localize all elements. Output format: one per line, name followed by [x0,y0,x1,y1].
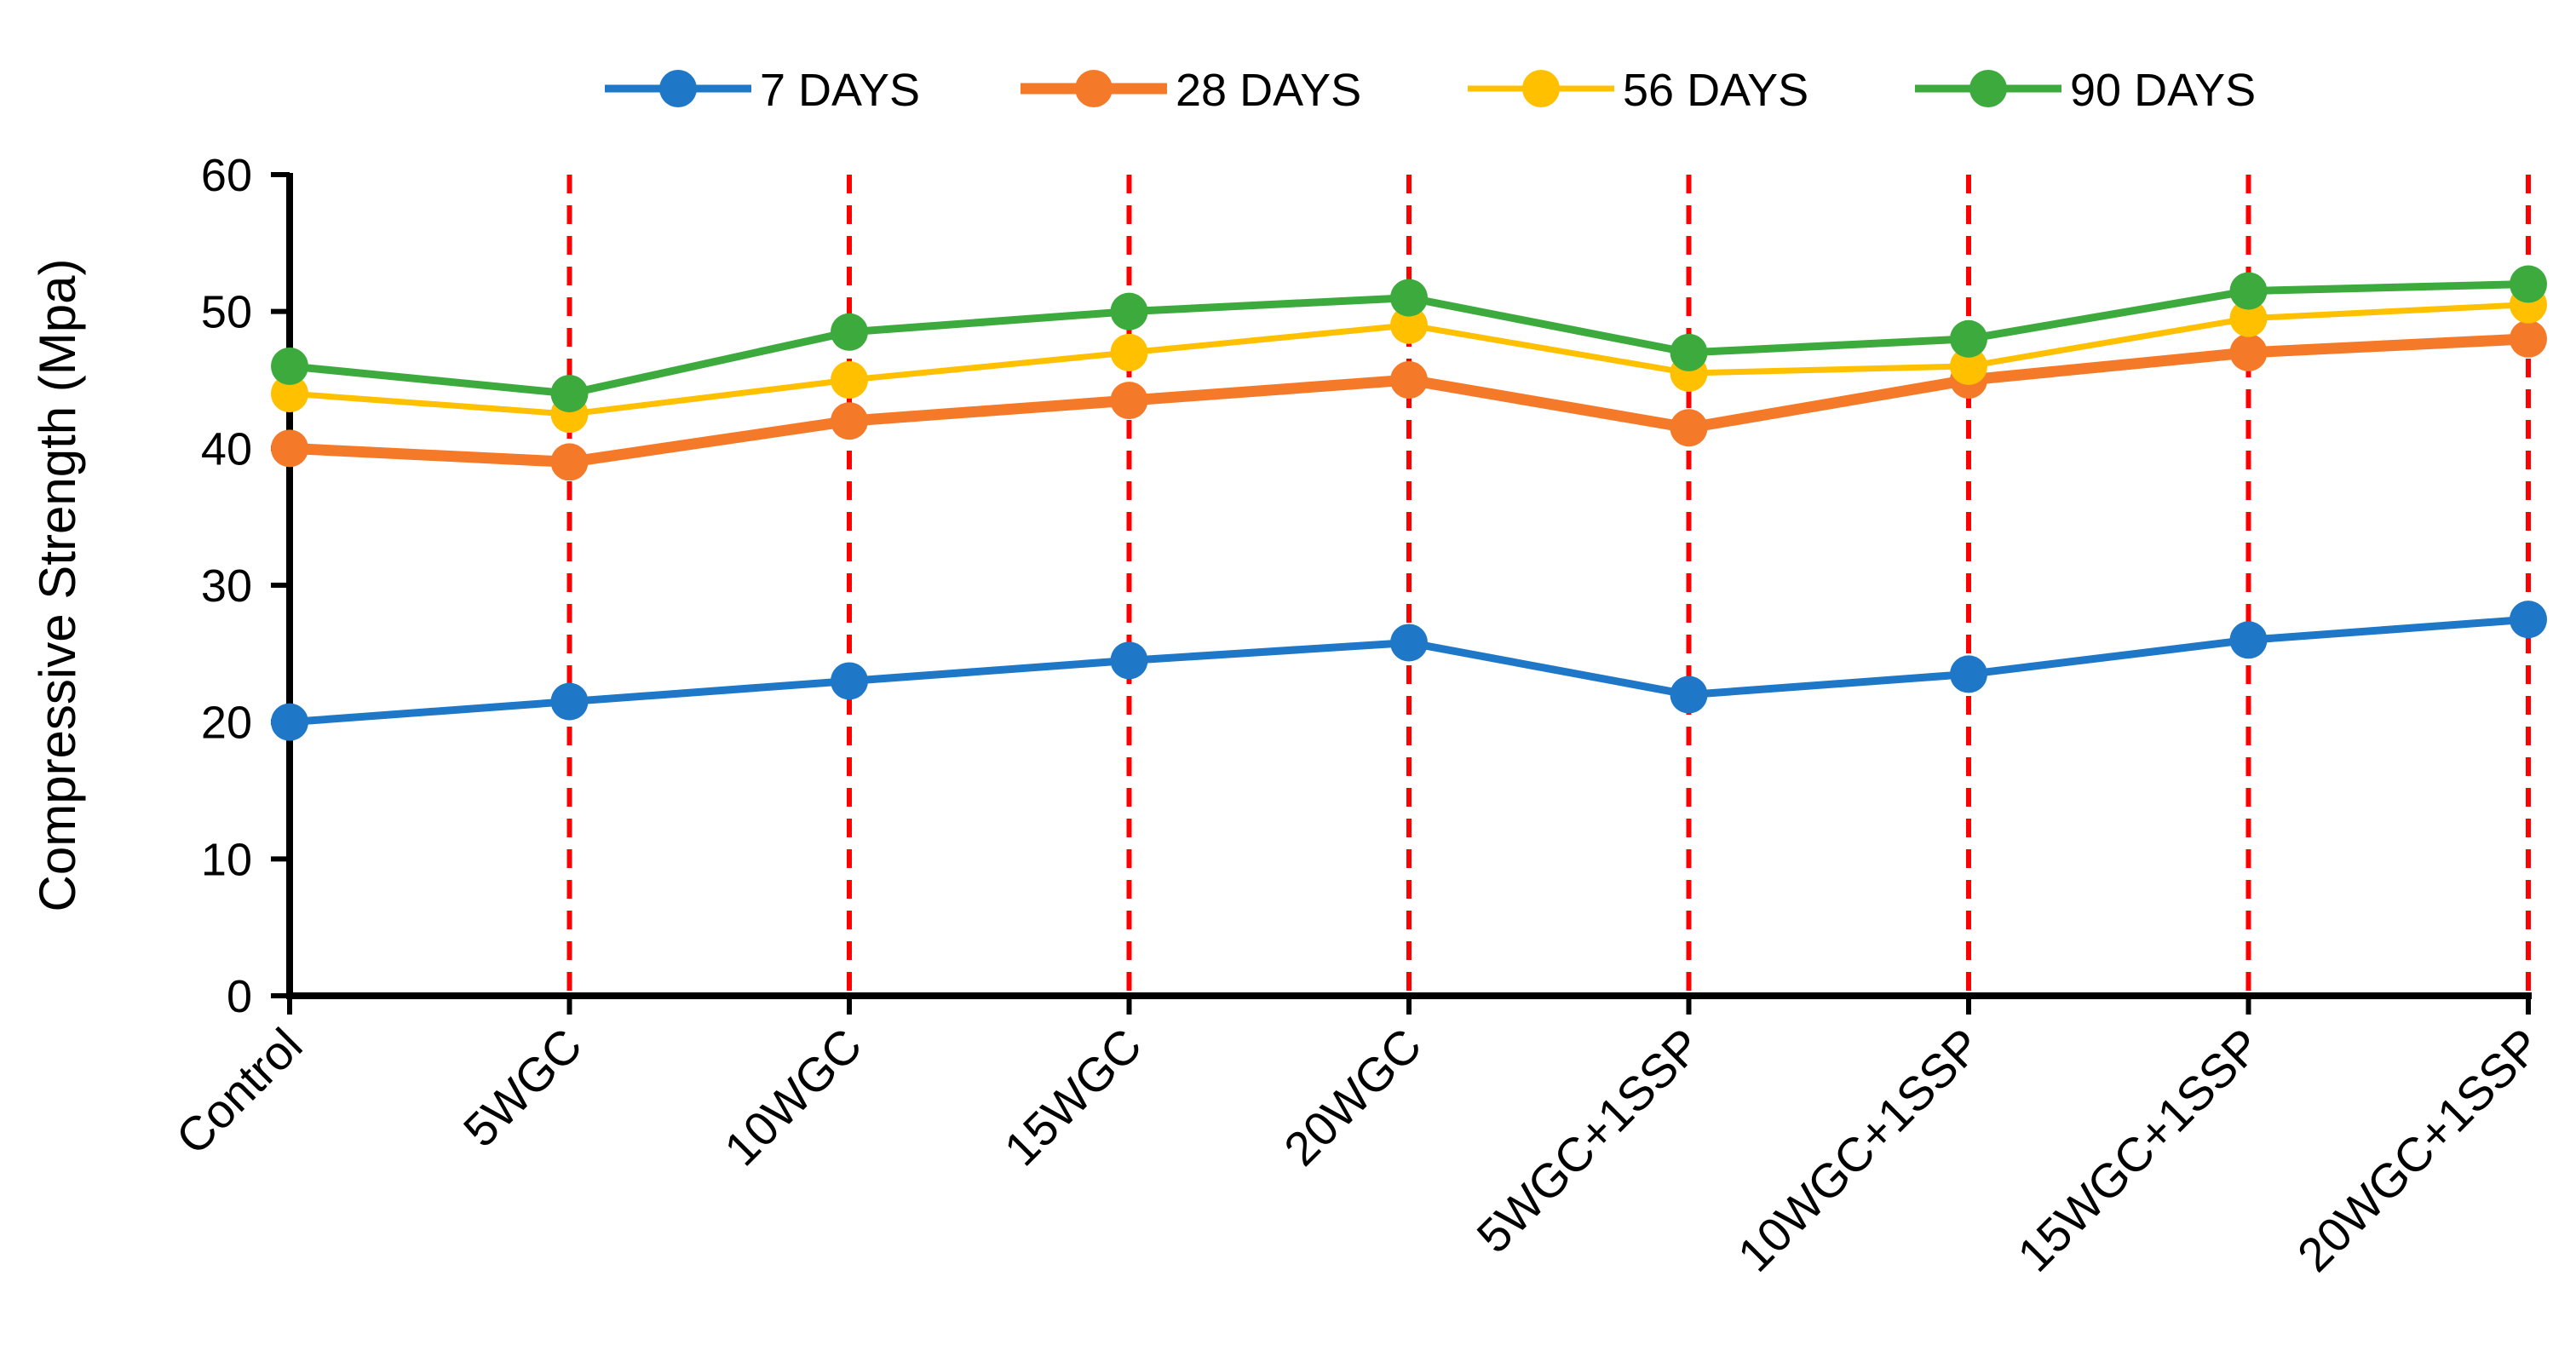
data-point-7-days [2510,601,2547,639]
data-point-28-days [1110,382,1148,420]
y-tick-label: 0 [227,971,252,1022]
legend-label: 7 DAYS [760,65,920,116]
series-28-days [271,319,2547,481]
data-point-56-days [271,375,308,413]
legend-label: 90 DAYS [2070,65,2256,116]
legend-marker [659,70,697,107]
axes: 0 10 20 30 40 50 60 Control 5WGC 10WGC 15WGC 20WGC 5… [165,150,2550,1282]
series-7-days [271,601,2547,741]
data-point-7-days [831,662,868,700]
series-90-days [271,265,2547,413]
data-series [271,265,2547,741]
data-point-7-days [1670,676,1708,714]
data-point-7-days [550,682,589,721]
y-tick-label: 10 [201,834,252,885]
data-point-7-days [271,703,308,741]
data-point-28-days [271,429,308,468]
legend-marker [1969,70,2007,107]
legend-entry-90-days: 90 DAYS [1915,65,2256,116]
data-point-28-days [831,402,868,440]
legend-label: 28 DAYS [1176,65,1361,116]
data-point-56-days [2229,299,2268,337]
x-category-label: Control [165,1018,312,1164]
data-point-90-days [550,375,589,413]
x-category-label: 10WGC+1SSP [1728,1018,1992,1282]
legend-entry-7-days: 7 DAYS [605,65,920,116]
data-point-90-days [271,347,308,385]
y-tick-label: 30 [201,561,252,612]
y-tick-label: 50 [201,287,252,338]
data-point-90-days [2510,265,2547,303]
data-point-90-days [2229,272,2268,310]
data-point-90-days [831,313,868,351]
data-point-56-days [1110,333,1148,371]
legend: 7 DAYS 28 DAYS 56 DAYS 90 DAYS [605,65,2256,116]
x-category-label: 20WGC+1SSP [2287,1018,2551,1282]
x-category-label: 20WGC [1274,1018,1431,1176]
x-category-label: 5WGC+1SSP [1466,1018,1711,1263]
data-point-28-days [550,443,589,481]
x-category-label: 10WGC [714,1018,871,1176]
data-point-7-days [1110,641,1148,680]
legend-marker [1075,70,1113,107]
legend-marker [1522,70,1560,107]
data-point-28-days [1390,361,1428,399]
y-tick-label: 60 [201,150,252,201]
data-point-28-days [2510,319,2547,358]
data-point-7-days [1390,624,1428,662]
x-category-label: 5WGC [453,1018,592,1157]
data-point-90-days [1110,292,1148,331]
data-point-90-days [1670,333,1708,371]
data-point-56-days [1950,347,1987,385]
data-point-90-days [1950,319,1987,358]
data-point-90-days [1390,279,1428,317]
legend-entry-28-days: 28 DAYS [1021,65,1361,116]
legend-label: 56 DAYS [1623,65,1808,116]
legend-entry-56-days: 56 DAYS [1468,65,1808,116]
y-axis-title: Compressive Strength (Mpa) [29,259,86,912]
x-category-label: 15WGC [994,1018,1152,1176]
data-point-28-days [2229,333,2268,371]
data-point-7-days [1950,655,1987,693]
x-category-label: 15WGC+1SSP [2007,1018,2271,1282]
data-point-56-days [831,361,868,399]
y-tick-label: 20 [201,698,252,749]
y-tick-label: 40 [201,423,252,474]
data-point-56-days [1390,306,1428,344]
data-point-28-days [1670,409,1708,447]
data-point-7-days [2229,621,2268,659]
